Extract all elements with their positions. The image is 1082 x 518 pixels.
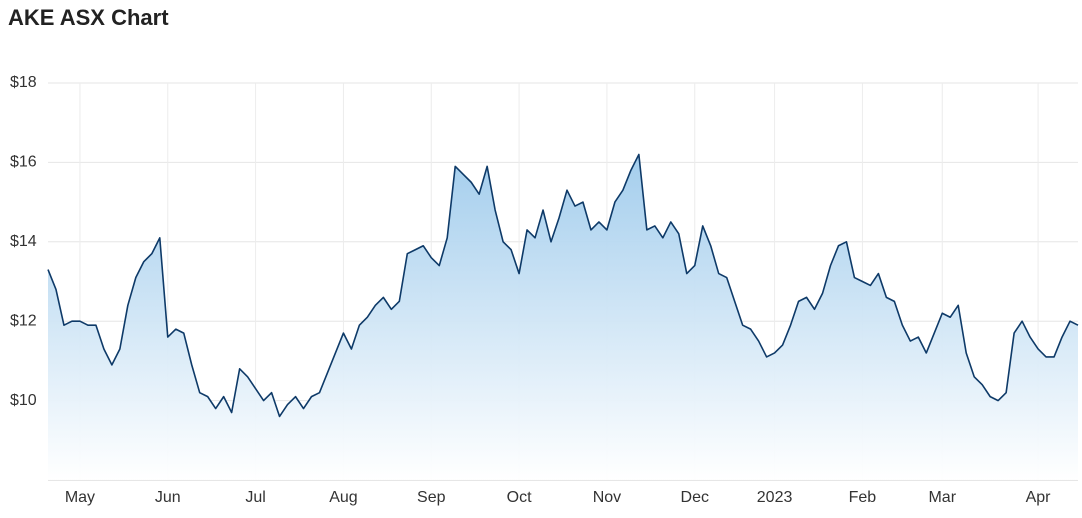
chart-title: AKE ASX Chart	[8, 5, 169, 30]
x-tick-label: 2023	[757, 489, 793, 506]
x-tick-label: Mar	[928, 489, 956, 506]
x-tick-label: Apr	[1026, 489, 1052, 506]
area	[48, 154, 1078, 480]
x-tick-label: Feb	[849, 489, 877, 506]
x-tick-label: Jun	[155, 489, 181, 506]
x-tick-label: Oct	[507, 489, 532, 506]
y-tick-label: $16	[10, 154, 37, 171]
y-tick-label: $12	[10, 312, 37, 329]
y-tick-label: $14	[10, 233, 37, 250]
x-tick-label: Sep	[417, 489, 446, 506]
x-tick-label: Jul	[245, 489, 265, 506]
x-tick-label: May	[65, 489, 95, 506]
y-tick-label: $10	[10, 392, 37, 409]
x-tick-label: Nov	[593, 489, 621, 506]
line	[47, 153, 1079, 418]
y-tick-label: $18	[10, 74, 37, 91]
x-tick-label: Aug	[329, 489, 357, 506]
x-tick-label: Dec	[681, 489, 709, 506]
